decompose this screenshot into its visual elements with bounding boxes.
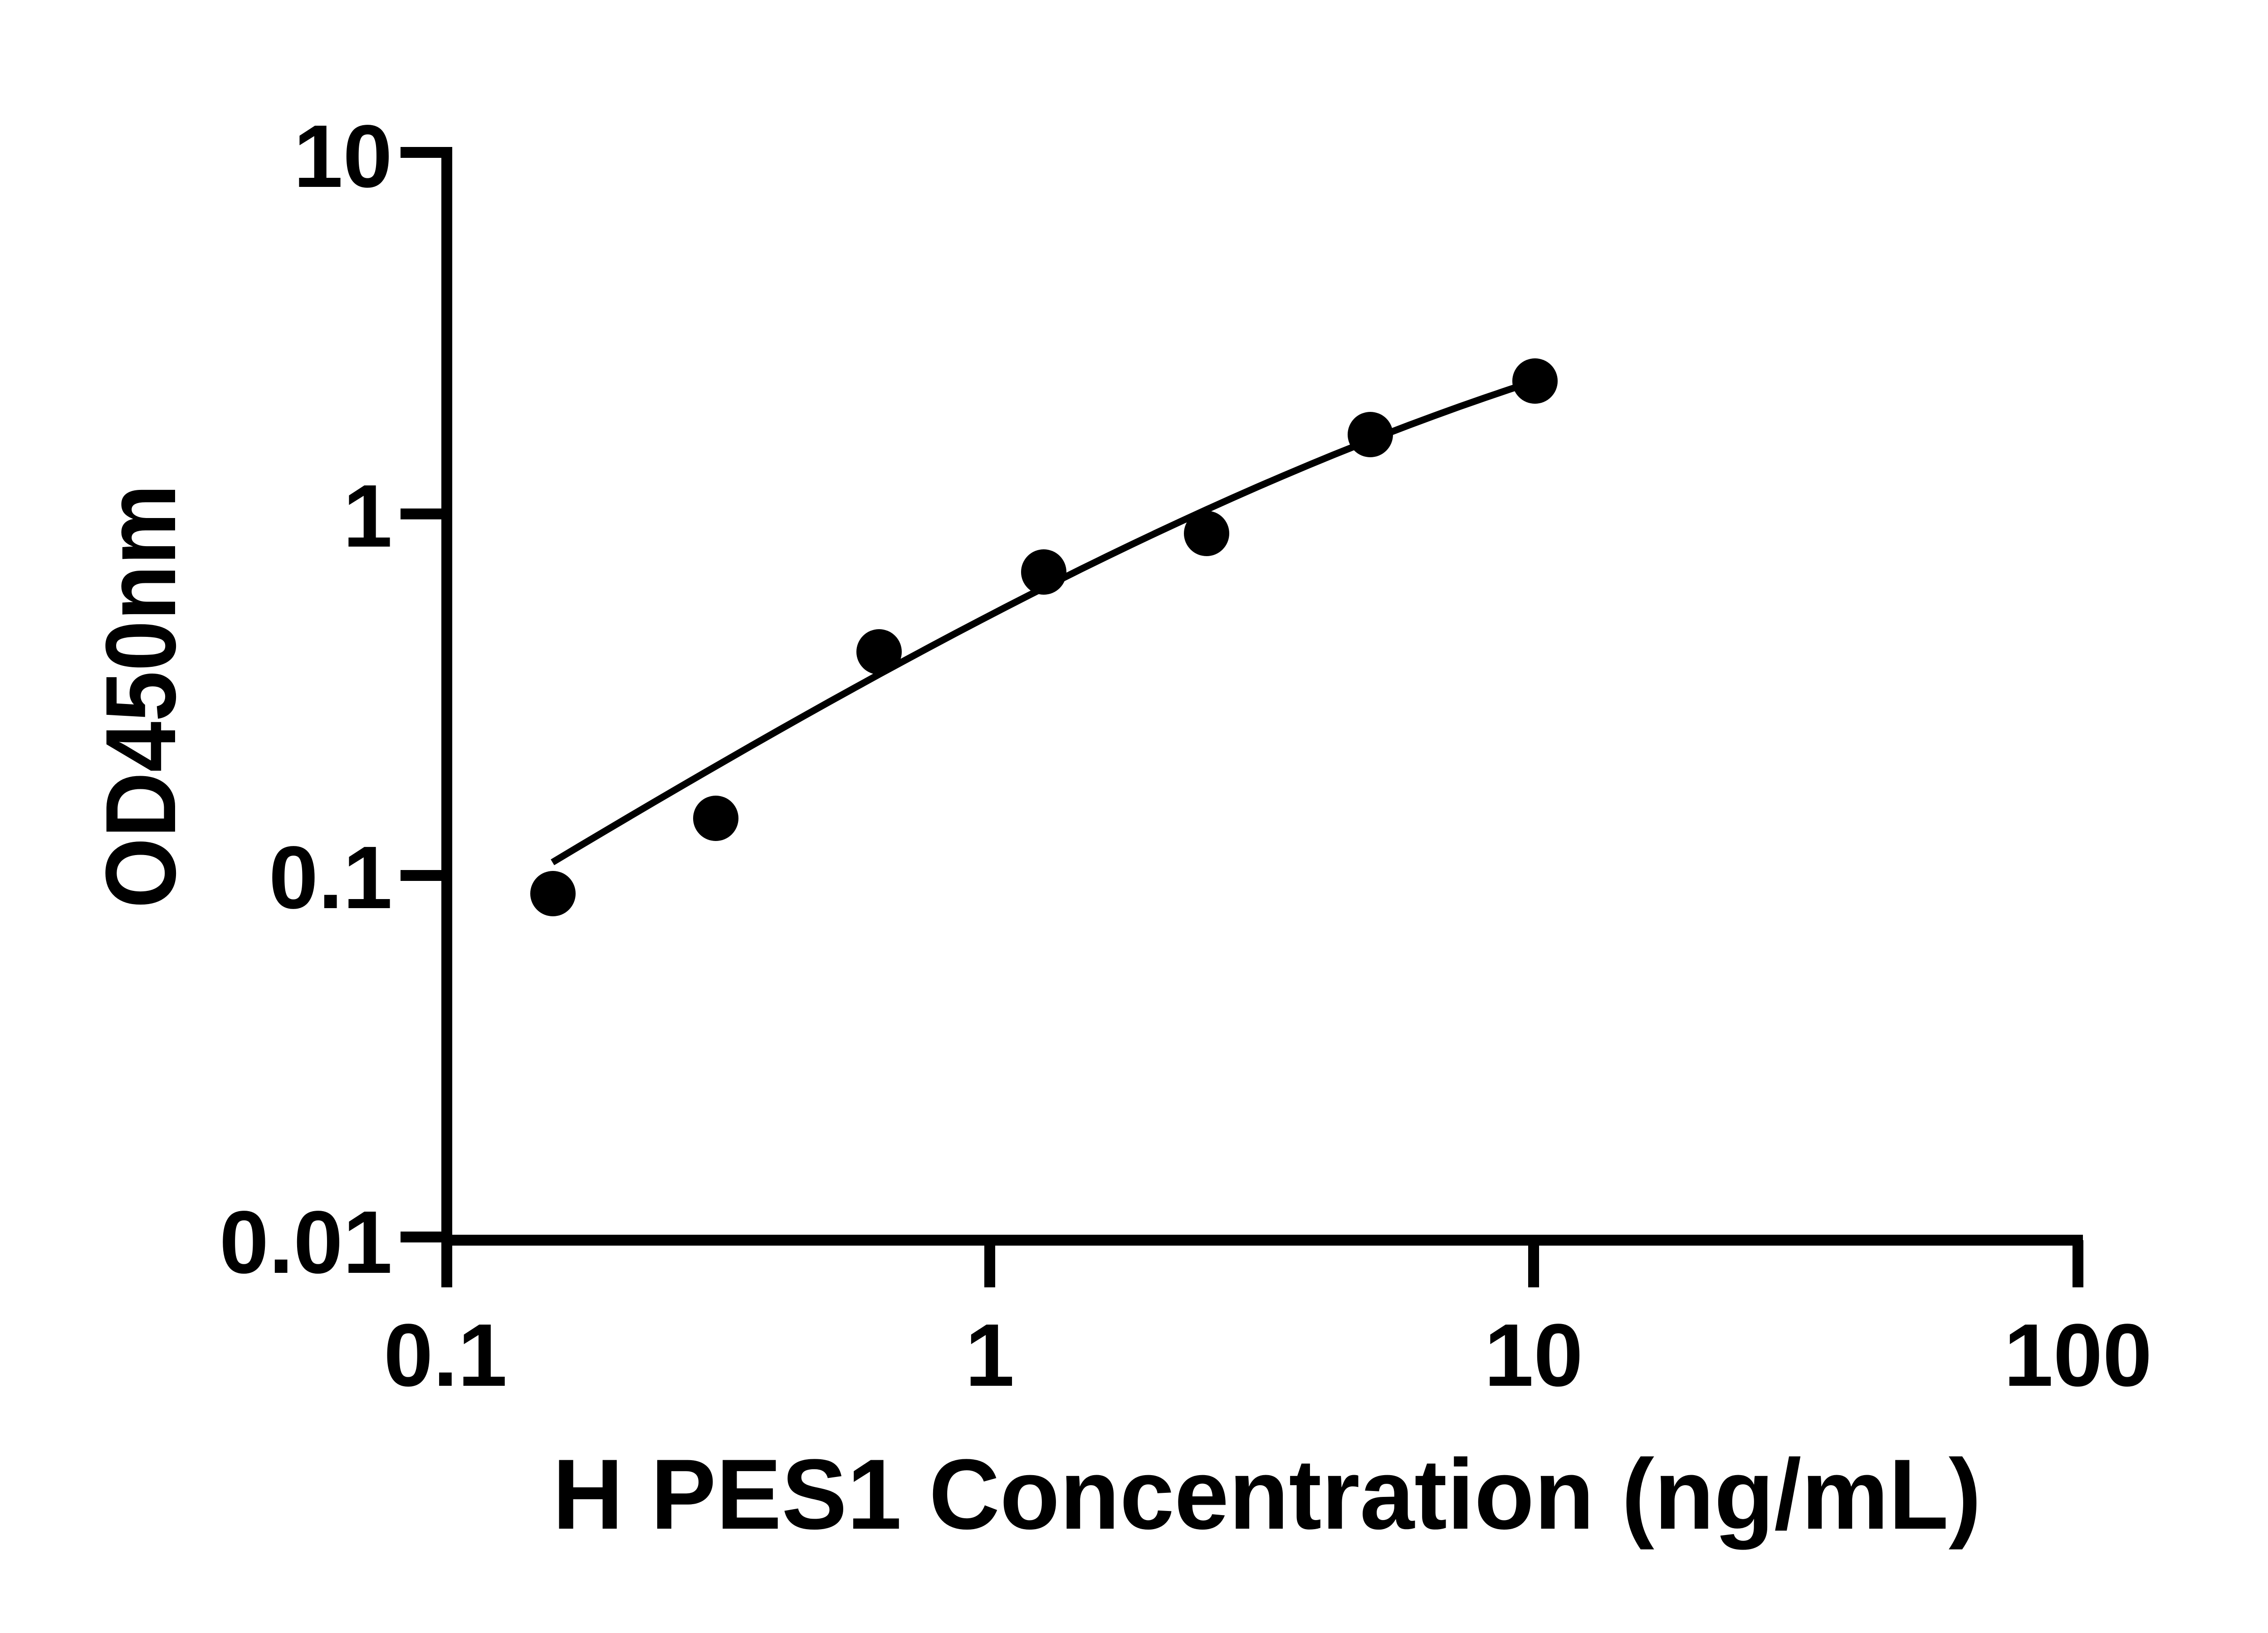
svg-text:0.1: 0.1 — [384, 1305, 507, 1405]
svg-text:H PES1 Concentration (ng/mL): H PES1 Concentration (ng/mL) — [552, 1438, 1981, 1550]
svg-text:1: 1 — [965, 1305, 1014, 1405]
svg-text:0.1: 0.1 — [269, 828, 392, 927]
svg-text:10: 10 — [293, 107, 392, 206]
svg-text:100: 100 — [2004, 1305, 2152, 1405]
svg-text:0.01: 0.01 — [220, 1193, 392, 1292]
svg-text:1: 1 — [343, 466, 392, 566]
svg-text:10: 10 — [1484, 1305, 1583, 1405]
svg-text:OD450nm: OD450nm — [85, 484, 196, 909]
